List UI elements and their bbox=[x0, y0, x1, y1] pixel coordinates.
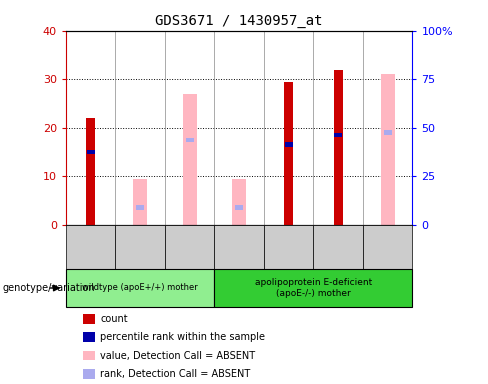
Bar bbox=[384, 130, 392, 135]
Text: rank, Detection Call = ABSENT: rank, Detection Call = ABSENT bbox=[100, 369, 250, 379]
Bar bbox=[183, 94, 197, 225]
Bar bbox=[235, 205, 243, 210]
Title: GDS3671 / 1430957_at: GDS3671 / 1430957_at bbox=[155, 14, 323, 28]
Text: percentile rank within the sample: percentile rank within the sample bbox=[100, 332, 265, 342]
Bar bbox=[334, 70, 343, 225]
Text: apolipoprotein E-deficient
(apoE-/-) mother: apolipoprotein E-deficient (apoE-/-) mot… bbox=[255, 278, 372, 298]
Bar bbox=[86, 150, 95, 154]
Bar bbox=[86, 118, 95, 225]
Text: wildtype (apoE+/+) mother: wildtype (apoE+/+) mother bbox=[82, 283, 198, 293]
Bar bbox=[185, 137, 194, 142]
Bar bbox=[284, 82, 293, 225]
Bar bbox=[334, 133, 342, 137]
Bar bbox=[381, 74, 394, 225]
Text: count: count bbox=[100, 314, 128, 324]
Text: genotype/variation: genotype/variation bbox=[2, 283, 95, 293]
Bar bbox=[136, 205, 144, 210]
Text: value, Detection Call = ABSENT: value, Detection Call = ABSENT bbox=[100, 351, 255, 361]
Bar bbox=[232, 179, 246, 225]
Bar bbox=[133, 179, 147, 225]
Bar bbox=[285, 142, 293, 147]
